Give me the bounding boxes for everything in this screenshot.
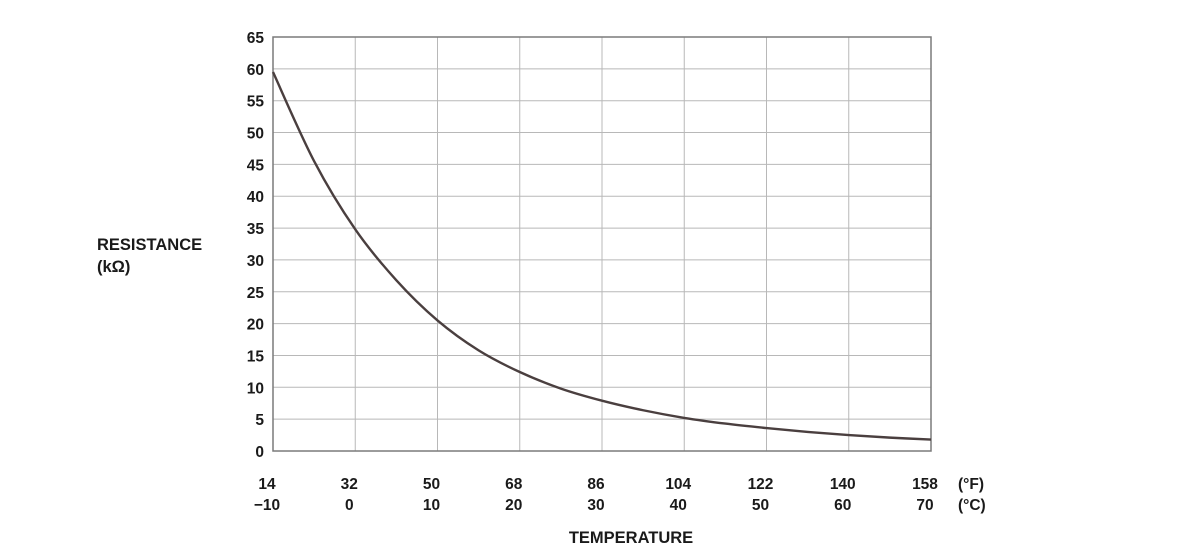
x-tick-label-c: 50 (752, 497, 769, 514)
y-axis-title-line2: (kΩ) (97, 258, 130, 276)
x-tick-label-f: 158 (912, 476, 938, 493)
x-tick-label-c: 10 (423, 497, 440, 514)
x-tick-label-c: 40 (670, 497, 687, 514)
y-tick-label: 25 (247, 285, 265, 302)
y-tick-label: 55 (247, 94, 265, 111)
x-tick-label-c: 0 (345, 497, 354, 514)
y-tick-label: 45 (247, 157, 265, 174)
x-tick-label-f: 86 (587, 476, 605, 493)
y-tick-label: 10 (247, 380, 264, 397)
x-tick-label-c: 70 (916, 497, 933, 514)
x-tick-label-c: −10 (254, 497, 280, 514)
y-tick-label: 60 (247, 62, 264, 79)
x-tick-label-c: 60 (834, 497, 851, 514)
x-tick-label-f: 140 (830, 476, 856, 493)
series-line-0 (271, 71, 932, 441)
x-tick-label-c: 20 (505, 497, 522, 514)
y-axis-title-line1: RESISTANCE (97, 236, 202, 254)
y-tick-label: 0 (255, 444, 264, 461)
x-tick-label-f: 32 (341, 476, 358, 493)
x-unit-celsius: (°C) (958, 497, 986, 514)
plot-frame (272, 36, 932, 452)
x-tick-label-f: 14 (258, 476, 276, 493)
y-tick-label: 35 (247, 221, 265, 238)
x-tick-label-f: 68 (505, 476, 523, 493)
x-tick-label-c: 30 (587, 497, 604, 514)
x-unit-fahrenheit: (°F) (958, 476, 984, 493)
y-tick-label: 15 (247, 348, 265, 365)
y-tick-label: 50 (247, 126, 264, 143)
x-tick-labels: 14 −10 32 0 50 10 68 20 86 30 104 40 122 50 140 60 158 70 (254, 476, 938, 514)
y-tick-label: 5 (255, 412, 264, 429)
x-tick-label-f: 104 (665, 476, 691, 493)
x-tick-label-f: 50 (423, 476, 440, 493)
y-tick-label: 65 (247, 30, 265, 47)
y-tick-labels: 0 5 10 15 20 25 30 35 40 45 50 55 60 65 (247, 30, 265, 461)
y-tick-label: 40 (247, 189, 264, 206)
curve-layer (271, 71, 932, 441)
x-tick-label-f: 122 (748, 476, 774, 493)
x-axis-title: TEMPERATURE (569, 529, 693, 547)
y-tick-label: 20 (247, 317, 264, 334)
grid-lines (273, 37, 931, 451)
y-tick-label: 30 (247, 253, 264, 270)
